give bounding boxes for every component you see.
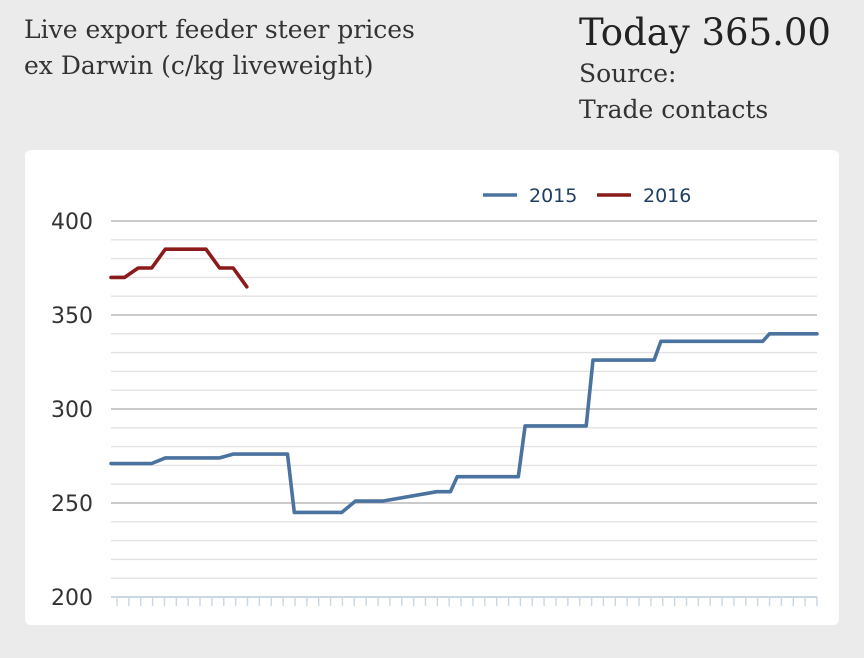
y-tick-label: 250 <box>51 492 93 517</box>
y-tick-label: 400 <box>51 210 93 235</box>
legend-label-2015: 2015 <box>529 185 577 207</box>
source-label: Source: <box>579 59 677 88</box>
y-tick-label: 350 <box>51 304 93 329</box>
y-tick-label: 300 <box>51 398 93 423</box>
series-line-2015 <box>109 332 819 515</box>
chart-title-line-2: ex Darwin (c/kg liveweight) <box>24 51 374 80</box>
chart-title: Live export feeder steer prices ex Darwi… <box>24 12 415 84</box>
legend-label-2016: 2016 <box>643 185 691 207</box>
chart-card: 400 350 300 250 200 2015 2016 <box>25 150 839 625</box>
y-tick-label: 200 <box>51 586 93 611</box>
line-chart: 400 350 300 250 200 2015 2016 <box>51 185 819 611</box>
chart-title-line-1: Live export feeder steer prices <box>24 15 415 44</box>
today-price: Today 365.00 <box>579 11 831 54</box>
source-note: Source: Trade contacts <box>579 56 768 128</box>
series-line-2016 <box>109 247 249 289</box>
source-value: Trade contacts <box>579 95 769 124</box>
